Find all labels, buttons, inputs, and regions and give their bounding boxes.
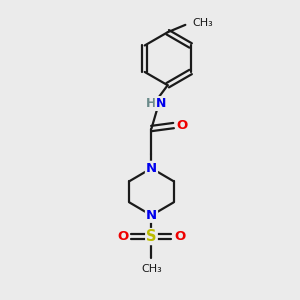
Text: N: N [146,209,157,222]
Text: O: O [118,230,129,243]
Text: H: H [146,97,157,110]
Text: CH₃: CH₃ [193,18,213,28]
Text: CH₃: CH₃ [141,264,162,274]
Text: O: O [174,230,185,243]
Text: O: O [177,119,188,132]
Text: N: N [146,162,157,175]
Text: S: S [146,229,157,244]
Text: N: N [156,97,166,110]
